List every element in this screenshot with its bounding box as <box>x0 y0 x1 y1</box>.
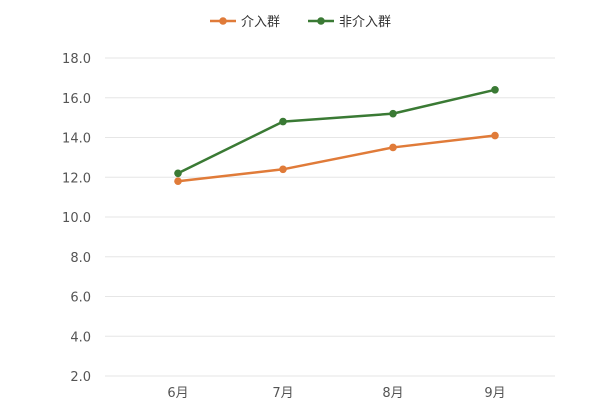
data-point <box>174 177 182 186</box>
legend-item: 介入群 <box>210 15 280 30</box>
y-tick-label: 6.0 <box>70 291 91 306</box>
legend-point-marker <box>219 17 227 25</box>
data-point <box>279 117 287 126</box>
legend-label: 介入群 <box>241 15 280 30</box>
y-tick-label: 16.0 <box>62 92 91 107</box>
y-tick-label: 18.0 <box>62 52 91 67</box>
y-tick-label: 10.0 <box>62 211 91 226</box>
x-tick-label: 7月 <box>272 386 293 400</box>
y-tick-label: 8.0 <box>70 251 91 266</box>
series-line <box>176 134 497 183</box>
data-point <box>389 143 397 152</box>
data-point <box>491 131 499 140</box>
y-tick-label: 2.0 <box>70 370 91 385</box>
grid-lines <box>105 57 555 377</box>
series-line <box>176 88 497 175</box>
x-tick-label: 6月 <box>167 386 188 400</box>
y-axis-tick-labels: 2.0 4.0 6.0 8.0 10.0 12.0 14.0 16.0 18.0 <box>62 52 91 385</box>
y-tick-label: 12.0 <box>62 171 91 186</box>
data-point <box>389 109 397 118</box>
series-1 <box>174 131 499 186</box>
legend-label: 非介入群 <box>339 15 391 30</box>
data-point <box>279 165 287 174</box>
y-tick-label: 14.0 <box>62 132 91 147</box>
y-tick-label: 4.0 <box>70 330 91 345</box>
data-point <box>174 169 182 178</box>
x-axis-tick-labels: 6月 7月 8月 9月 <box>167 386 505 401</box>
series-lines <box>174 86 499 186</box>
legend-item: 非介入群 <box>308 15 391 30</box>
x-tick-label: 9月 <box>484 386 505 400</box>
series-2 <box>174 86 499 178</box>
x-tick-label: 8月 <box>382 386 403 400</box>
legend: 介入群 非介入群 <box>210 15 391 30</box>
legend-point-marker <box>317 17 325 25</box>
data-point <box>491 86 499 94</box>
